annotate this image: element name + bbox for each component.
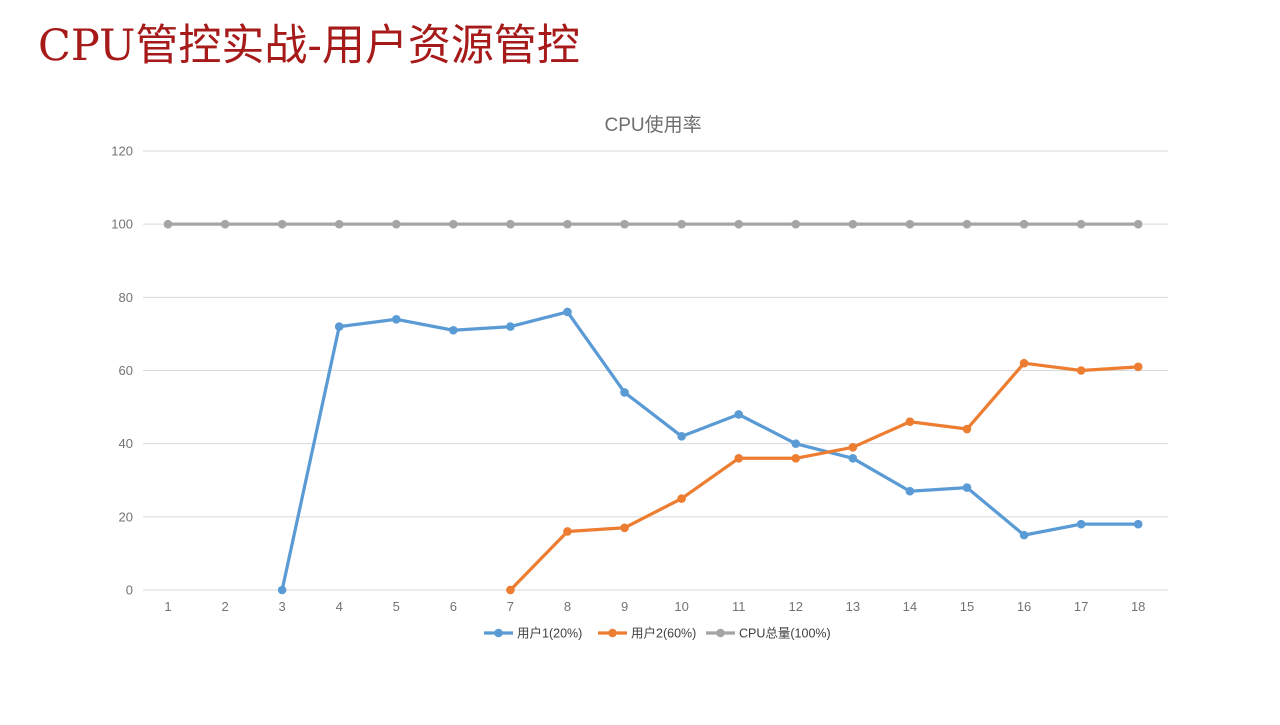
legend-marker-dot	[608, 628, 617, 638]
x-tick-label: 8	[564, 599, 571, 614]
series-marker	[734, 219, 743, 229]
legend-label: CPU总量(100%)	[739, 627, 831, 641]
legend-item-2: CPU总量(100%)	[706, 627, 831, 641]
series-marker	[1076, 519, 1086, 529]
legend-label: 用户2(60%)	[631, 626, 696, 641]
x-tick-label: 5	[393, 599, 400, 614]
series-marker	[734, 410, 743, 419]
x-tick-label: 7	[507, 599, 514, 614]
series-marker	[1076, 366, 1086, 375]
x-tick-label: 15	[960, 599, 974, 614]
legend-marker-dot	[716, 628, 725, 638]
series-marker	[620, 388, 629, 397]
series-marker	[506, 219, 515, 229]
x-tick-label: 14	[903, 599, 917, 614]
series-line-1	[508, 361, 1140, 592]
y-tick-label: 100	[111, 217, 133, 232]
series-marker	[220, 219, 230, 229]
series-0	[277, 307, 1143, 595]
series-marker	[1019, 219, 1029, 229]
y-axis-labels: 0 20 40 60 80 100 120	[111, 144, 133, 598]
series-marker	[620, 219, 629, 229]
series-marker	[277, 219, 287, 229]
series-marker	[848, 454, 858, 463]
x-tick-label: 3	[279, 599, 286, 614]
series-marker	[1076, 219, 1086, 229]
series-marker	[1019, 530, 1029, 540]
series-marker	[905, 486, 915, 496]
x-tick-label: 16	[1017, 599, 1031, 614]
y-tick-label: 20	[119, 509, 133, 524]
x-tick-label: 12	[789, 599, 803, 614]
series-marker	[1019, 358, 1029, 368]
x-tick-label: 4	[336, 599, 343, 614]
series-marker	[848, 219, 858, 229]
series-marker	[1133, 519, 1143, 529]
x-tick-label: 1	[164, 599, 171, 614]
chart-title: CPU使用率	[605, 114, 702, 136]
series-marker	[962, 219, 972, 229]
series-marker	[734, 454, 743, 463]
series-marker	[563, 307, 572, 317]
series-marker	[277, 585, 287, 595]
series-marker	[1133, 219, 1143, 229]
legend: 用户1(20%) 用户2(60%) CPU总量(100%)	[484, 626, 831, 641]
series-marker	[449, 219, 458, 229]
series-marker	[620, 523, 629, 533]
legend-marker-dot	[494, 628, 503, 638]
series-marker	[848, 443, 858, 452]
series-marker	[563, 527, 572, 536]
x-tick-label: 11	[732, 599, 746, 614]
series-marker	[449, 325, 458, 335]
series-marker	[791, 439, 801, 448]
series-marker	[391, 219, 401, 229]
legend-item-0: 用户1(20%)	[484, 626, 582, 641]
series-marker	[905, 219, 915, 229]
x-tick-label: 6	[450, 599, 457, 614]
series-marker	[677, 494, 686, 503]
series-marker	[391, 314, 401, 324]
legend-item-1: 用户2(60%)	[598, 626, 696, 641]
series-marker	[962, 424, 972, 434]
y-tick-label: 80	[119, 290, 133, 305]
series-marker	[334, 322, 344, 331]
series-marker	[677, 219, 686, 229]
series-marker	[1133, 362, 1143, 372]
series-marker	[563, 219, 572, 229]
slide-title: CPU管控实战-用户资源管控	[38, 21, 580, 71]
series-marker	[791, 219, 801, 229]
x-tick-label: 9	[621, 599, 628, 614]
y-tick-label: 120	[111, 144, 133, 159]
x-tick-label: 18	[1131, 599, 1145, 614]
series-marker	[506, 585, 515, 595]
series-marker	[506, 322, 515, 331]
series-marker	[905, 417, 915, 427]
y-tick-label: 60	[119, 363, 133, 378]
series-2	[163, 219, 1143, 229]
x-axis-labels: 1 2 3 4 5 6 7 8 9 10 11 12 13 14 15 16 17 18	[164, 599, 1145, 614]
series-marker	[163, 219, 173, 229]
y-tick-label: 0	[126, 583, 133, 598]
series-line-0	[280, 310, 1140, 592]
series-1	[506, 358, 1143, 595]
series-marker	[677, 432, 686, 441]
series-marker	[791, 454, 801, 463]
y-tick-label: 40	[119, 436, 133, 451]
series-marker	[962, 483, 972, 492]
x-tick-label: 13	[846, 599, 860, 614]
x-tick-label: 17	[1074, 599, 1088, 614]
series-marker	[334, 219, 344, 229]
x-tick-label: 10	[674, 599, 688, 614]
x-tick-label: 2	[221, 599, 228, 614]
legend-label: 用户1(20%)	[517, 626, 582, 641]
